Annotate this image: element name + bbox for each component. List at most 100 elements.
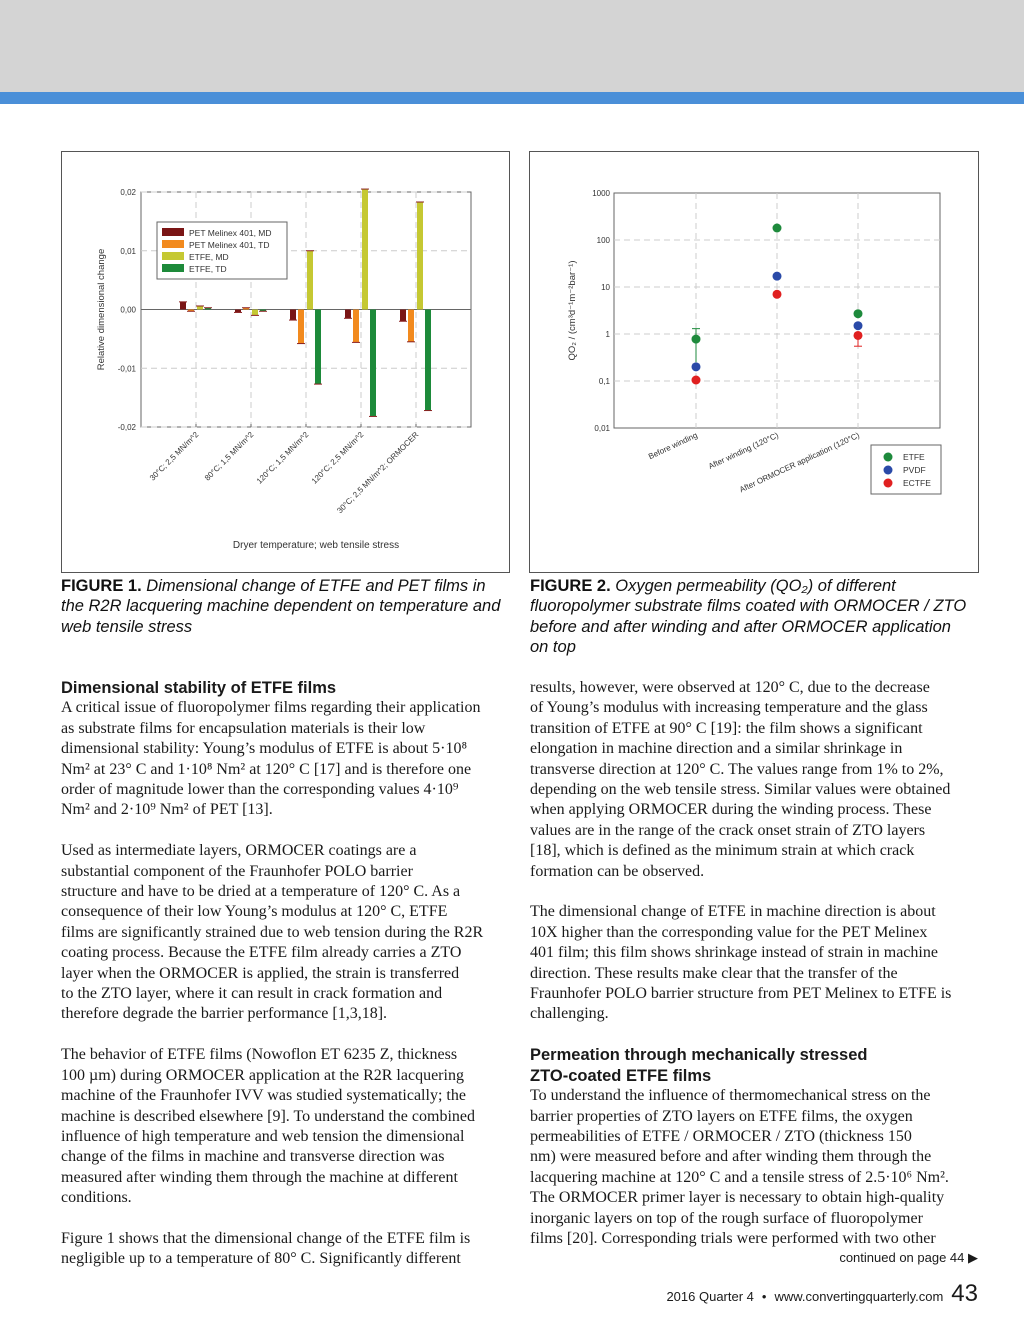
bar: [353, 309, 359, 343]
legend-marker: [883, 452, 893, 462]
text-line: depending on the web tensile stress. Sim…: [530, 781, 951, 799]
text-line: Fraunhofer POLO barrier structure from P…: [530, 985, 952, 1003]
data-point: [691, 334, 701, 344]
bar: [180, 301, 186, 310]
bar: [243, 307, 249, 310]
legend-box: [870, 444, 942, 495]
text-line: therefore degrade the barrier performanc…: [61, 1005, 388, 1023]
data-point: [691, 375, 701, 385]
bar: [260, 309, 266, 312]
x-tick-label: 120°C; 2,5 MN/m^2: [310, 430, 366, 486]
text-line: films are significantly strained due to …: [61, 923, 484, 941]
text-line: 401 film; this film shows shrinkage inst…: [530, 944, 938, 962]
text-line: as substrate films for encapsulation mat…: [61, 719, 426, 737]
figure-1-caption-text: Dimensional change of ETFE and PET films…: [61, 577, 501, 636]
text-line: inorganic layers on top of the rough sur…: [530, 1209, 923, 1227]
figure-1: -0,02 -0,01 0,00 0,01 0,02 Relative dimension…: [61, 151, 510, 573]
y-tick-label: 1000: [592, 189, 610, 198]
y-tick-label: 10: [601, 283, 610, 292]
text-line: structure and have to be dried at a temp…: [61, 883, 461, 901]
y-tick-label: 0,1: [599, 377, 611, 386]
y-tick-label: 100: [597, 236, 611, 245]
text-line: layer when the ORMOCER is applied, the s…: [61, 964, 460, 982]
y-tick-label: -0,02: [118, 423, 137, 432]
legend-swatch: [162, 252, 184, 260]
figure-1-label: FIGURE 1.: [61, 577, 142, 595]
text-line: order of magnitude lower than the corres…: [61, 781, 459, 799]
paragraph: Permeation through mechanically stressed…: [530, 1045, 980, 1249]
text-line: measured after winding them through the …: [61, 1168, 458, 1186]
text-line: A critical issue of fluoropolymer films …: [61, 699, 481, 717]
legend-swatch: [162, 264, 184, 272]
text-line: transverse direction at 120° C. The valu…: [530, 760, 944, 778]
left-column: Dimensional stability of ETFE films A cri…: [61, 678, 511, 1290]
accent-bar: [0, 92, 1024, 104]
bar: [315, 309, 321, 385]
figure-2-caption: FIGURE 2. Oxygen permeability (QO₂) of d…: [530, 576, 990, 658]
text-line: influence of high temperature and web te…: [61, 1127, 465, 1145]
right-column: results, however, were observed at 120° …: [530, 678, 980, 1270]
figure-1-chart: -0,02 -0,01 0,00 0,01 0,02 Relative dimension…: [96, 188, 472, 551]
legend-swatch: [162, 228, 184, 236]
text-line: negligible up to a temperature of 80° C.…: [61, 1250, 461, 1268]
x-tick-label: 30°C; 2,5 MN/m^2: [148, 430, 201, 483]
y-tick-label: -0,01: [118, 364, 137, 373]
paragraph: Used as intermediate layers, ORMOCER coa…: [61, 841, 511, 1025]
text-line: elongation in machine direction and a si…: [530, 740, 903, 758]
legend-label: ETFE: [903, 452, 925, 462]
legend-marker: [883, 478, 893, 488]
figure-2-chart: 0,01 0,1 1 10 100 1000 QO₂ / (cm³d⁻¹m⁻²bar⁻¹) B…: [567, 189, 942, 495]
text-line: To understand the influence of thermomec…: [530, 1087, 931, 1105]
paragraph: The dimensional change of ETFE in machin…: [530, 902, 980, 1024]
bar: [362, 189, 368, 310]
figure-2-label: FIGURE 2.: [530, 577, 611, 595]
caption-line: on top: [530, 638, 576, 657]
text-line: when applying ORMOCER during the winding…: [530, 801, 932, 819]
continued-note[interactable]: continued on page 44 ▶: [839, 1250, 978, 1265]
y-tick-label: 0,01: [120, 247, 136, 256]
y-tick-label: 0,00: [120, 306, 136, 315]
text-line: transition of ETFE at 90° C [19]: the fi…: [530, 719, 923, 737]
legend-swatch: [162, 240, 184, 248]
x-tick-label: 120°C; 1,5 MN/m^2: [255, 430, 311, 486]
text-line: challenging.: [530, 1005, 609, 1023]
text-line: machine of the Fraunhofer IVV was studie…: [61, 1087, 466, 1105]
text-line: The ORMOCER primer layer is necessary to…: [530, 1189, 945, 1207]
legend-label: PET Melinex 401, MD: [189, 228, 272, 238]
bar: [417, 201, 423, 310]
footer-url[interactable]: www.convertingquarterly.com: [774, 1289, 944, 1304]
paragraph: Dimensional stability of ETFE films A cri…: [61, 678, 511, 821]
x-tick-label: 80°C; 1,5 MN/m^2: [203, 430, 256, 483]
caption-line: Oxygen permeability (QO₂) of different: [615, 577, 896, 595]
bar: [252, 309, 258, 316]
bar: [290, 309, 296, 321]
legend-label: ECTFE: [903, 478, 931, 488]
text-line: substantial component of the Fraunhofer …: [61, 862, 413, 880]
bar: [400, 309, 406, 322]
bar: [205, 307, 211, 310]
text-line: results, however, were observed at 120° …: [530, 679, 930, 696]
x-tick-label: Before winding: [647, 431, 699, 462]
bar: [197, 305, 203, 310]
data-point: [772, 271, 782, 281]
text-line: consequence of their low Young’s modulus…: [61, 903, 448, 921]
text-line: [18], which is defined as the minimum st…: [530, 842, 915, 860]
text-line: Nm² at 23° C and 1·10⁸ Nm² at 120° C [17…: [61, 760, 472, 778]
bar: [307, 250, 313, 310]
data-point: [853, 309, 863, 319]
text-line: coating process. Because the ETFE film a…: [61, 944, 462, 962]
text-line: lacquering machine at 120° C and a tensi…: [530, 1168, 949, 1186]
y-tick-label: 1: [606, 330, 611, 339]
bar: [298, 309, 304, 344]
page-number: 43: [951, 1280, 978, 1307]
legend-label: ETFE, MD: [189, 252, 229, 262]
legend-marker: [883, 465, 893, 475]
page-footer: 2016 Quarter 4 • www.convertingquarterly…: [666, 1280, 978, 1308]
text-line: The dimensional change of ETFE in machin…: [530, 903, 936, 921]
text-line: permeabilities of ETFE / ORMOCER / ZTO (…: [530, 1127, 912, 1145]
bar: [188, 309, 194, 312]
text-line: values are in the range of the crack ons…: [530, 821, 926, 839]
text-line: 100 µm) during ORMOCER application at th…: [61, 1066, 464, 1084]
bar: [345, 309, 351, 319]
x-tick-label: After winding (120°C): [707, 431, 780, 471]
